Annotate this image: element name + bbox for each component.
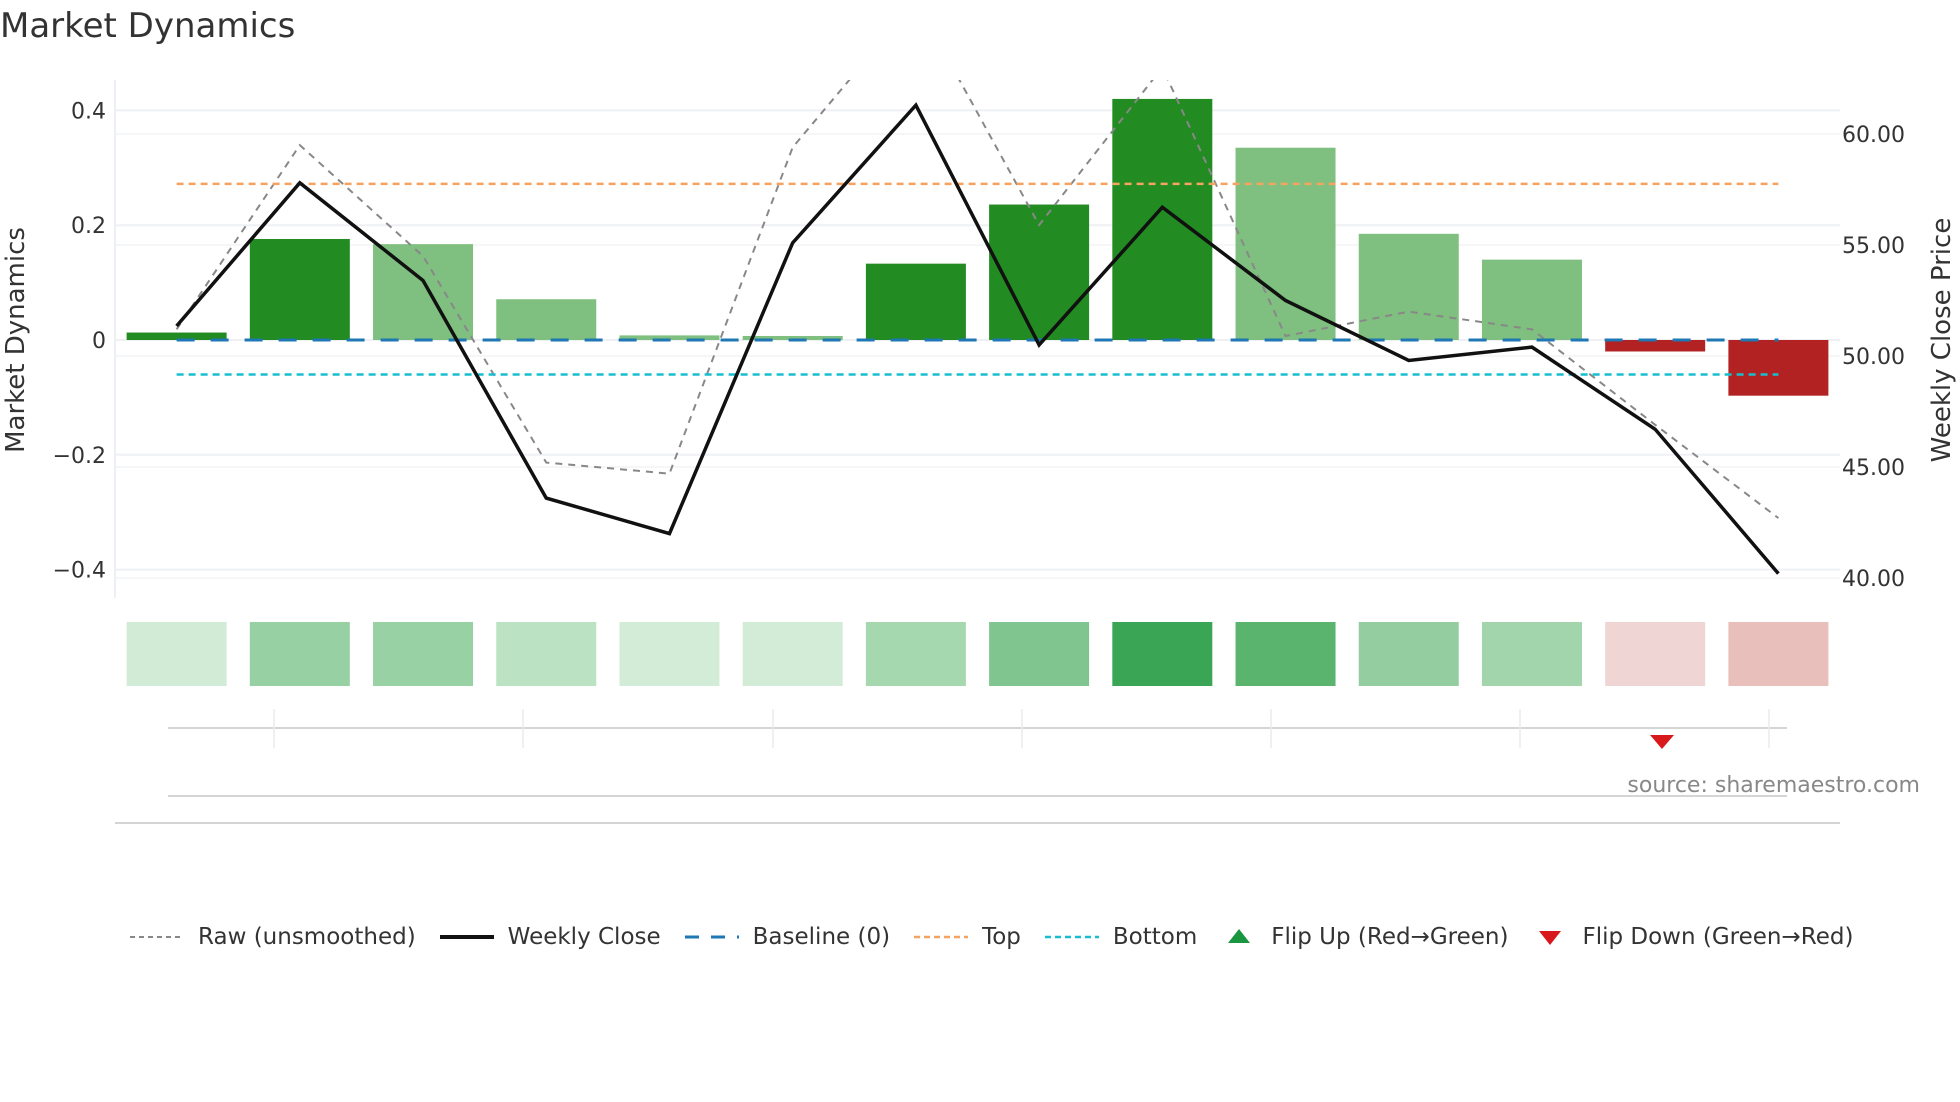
bar[interactable] (1728, 340, 1829, 396)
bar[interactable] (126, 332, 227, 340)
left-tick: −0.2 (53, 444, 106, 469)
left-tick: −0.4 (53, 559, 106, 584)
left-axis-label: Market Dynamics (1, 227, 31, 453)
legend-raw[interactable]: Raw (unsmoothed) (128, 924, 416, 950)
legend-flip-down-label: Flip Down (Green→Red) (1582, 924, 1854, 950)
heat-cell (1235, 622, 1336, 686)
bar[interactable] (1358, 233, 1459, 340)
legend: Raw (unsmoothed) Weekly Close Baseline (… (128, 924, 1875, 950)
left-tick: 0.4 (71, 99, 106, 124)
dotted-line-icon (128, 930, 186, 944)
triangle-up-icon (1219, 929, 1259, 944)
flip-down-marker[interactable] (1650, 735, 1674, 749)
legend-close[interactable]: Weekly Close (438, 924, 661, 950)
legend-bottom[interactable]: Bottom (1043, 924, 1197, 950)
legend-flip-down[interactable]: Flip Down (Green→Red) (1530, 924, 1853, 950)
bar[interactable] (1112, 98, 1213, 340)
close-polyline (175, 102, 1780, 575)
legend-flip-up[interactable]: Flip Up (Red→Green) (1219, 924, 1508, 950)
legend-baseline[interactable]: Baseline (0) (683, 924, 890, 950)
raw-polyline (175, 80, 1779, 519)
heat-cell (1358, 622, 1459, 686)
heat-cell (496, 622, 597, 686)
legend-top[interactable]: Top (912, 924, 1021, 950)
bar[interactable] (1235, 147, 1336, 340)
heat-cell (1112, 622, 1213, 686)
left-axis-ticks: 0.4 0.2 0 −0.2 −0.4 (53, 99, 106, 583)
bar[interactable] (865, 263, 966, 340)
legend-raw-label: Raw (unsmoothed) (198, 924, 416, 950)
flip-timeline (115, 709, 1840, 824)
legend-bottom-label: Bottom (1112, 924, 1198, 950)
heat-cell (865, 622, 966, 686)
reference-lines (176, 182, 1779, 376)
heat-cell (742, 622, 843, 686)
raw-line (175, 80, 1779, 519)
dotted-line-icon (912, 930, 970, 944)
bar[interactable] (496, 299, 597, 340)
heat-cell (1605, 622, 1706, 686)
triangle-down-icon (1530, 930, 1570, 945)
heat-cell (249, 622, 350, 686)
right-tick: 50.00 (1842, 345, 1905, 370)
heat-cell (126, 622, 227, 686)
solid-line-icon (438, 930, 496, 944)
close-line (175, 102, 1780, 575)
heat-strip (126, 622, 1829, 686)
right-tick: 45.00 (1842, 456, 1905, 481)
bar[interactable] (1481, 259, 1582, 340)
right-tick: 40.00 (1842, 567, 1905, 592)
legend-baseline-label: Baseline (0) (752, 924, 891, 950)
left-tick: 0 (92, 329, 106, 354)
legend-flip-up-label: Flip Up (Red→Green) (1271, 924, 1509, 950)
heat-cell (619, 622, 720, 686)
heat-cell (989, 622, 1090, 686)
dashed-line-icon (683, 930, 741, 944)
heat-cell (1728, 622, 1829, 686)
legend-close-label: Weekly Close (507, 924, 661, 950)
dotted-line-icon (1043, 930, 1101, 944)
bar[interactable] (742, 335, 843, 340)
bars (126, 98, 1829, 396)
right-axis-ticks: 60.00 55.00 50.00 45.00 40.00 (1842, 123, 1905, 592)
chart-title: Market Dynamics (0, 6, 296, 46)
bar[interactable] (989, 204, 1090, 340)
bar[interactable] (373, 244, 474, 340)
left-tick: 0.2 (71, 214, 106, 239)
bar[interactable] (619, 335, 720, 340)
source-label: source: sharemaestro.com (1627, 773, 1920, 798)
legend-top-label: Top (982, 924, 1021, 950)
bar[interactable] (249, 238, 350, 340)
right-tick: 55.00 (1842, 234, 1905, 259)
heat-cell (373, 622, 474, 686)
right-tick: 60.00 (1842, 123, 1905, 148)
heat-cell (1481, 622, 1582, 686)
right-axis-label: Weekly Close Price (1927, 218, 1957, 463)
bar[interactable] (1605, 340, 1706, 352)
chart-canvas: 0.4 0.2 0 −0.2 −0.4 60.00 55.00 50.00 45.00 40.0… (1, 80, 1957, 824)
